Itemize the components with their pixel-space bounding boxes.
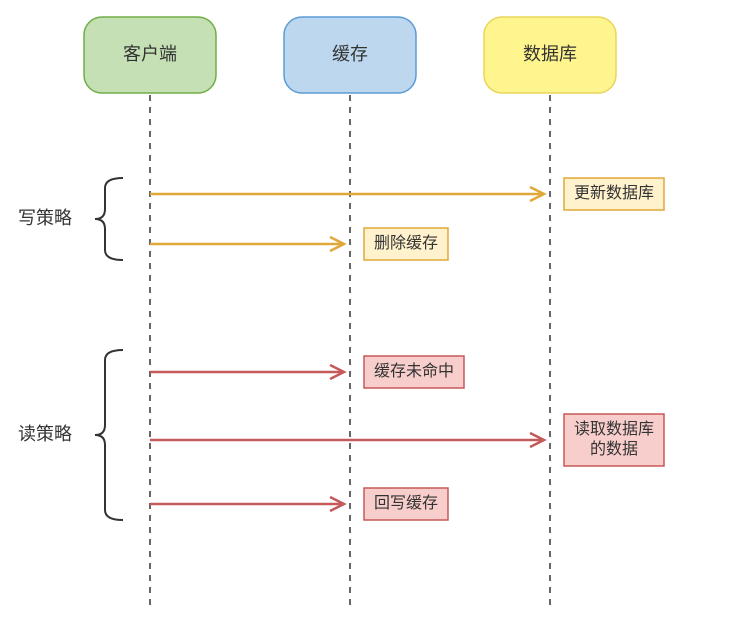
- group-label-write: 写策略: [18, 208, 72, 228]
- actor-cache: 缓存: [284, 17, 416, 93]
- group-label-read: 读策略: [18, 424, 72, 444]
- arrow-0-label: 更新数据库: [574, 184, 654, 202]
- arrow-0: 更新数据库: [150, 178, 664, 210]
- actor-client: 客户端: [84, 17, 216, 93]
- arrow-1: 删除缓存: [150, 228, 448, 260]
- arrow-4-label: 回写缓存: [374, 494, 438, 512]
- brace-read: [95, 350, 123, 520]
- actor-client-label: 客户端: [123, 44, 177, 64]
- arrow-2-label: 缓存未命中: [374, 362, 454, 380]
- brace-write: [95, 178, 123, 260]
- actor-cache-label: 缓存: [332, 44, 368, 64]
- arrow-1-label: 删除缓存: [374, 234, 438, 252]
- arrow-4: 回写缓存: [150, 488, 448, 520]
- arrow-3: 读取数据库的数据: [150, 414, 664, 466]
- actor-database-label: 数据库: [523, 44, 577, 64]
- arrow-2: 缓存未命中: [150, 356, 464, 388]
- actor-database: 数据库: [484, 17, 616, 93]
